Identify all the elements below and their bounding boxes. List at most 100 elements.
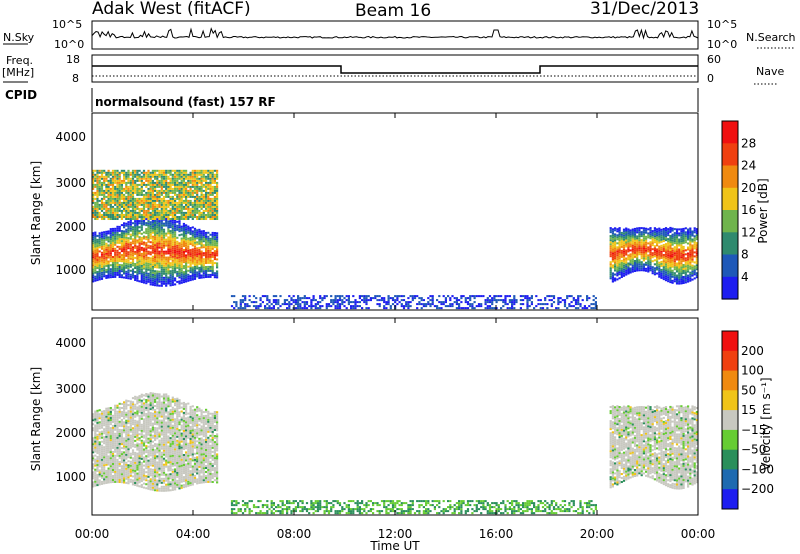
heatmap-cell — [160, 262, 163, 265]
heatmap-cell — [653, 231, 656, 234]
heatmap-cell — [114, 442, 117, 445]
heatmap-cell — [636, 237, 639, 240]
heatmap-cell — [100, 271, 104, 274]
heatmap-cell — [687, 262, 690, 265]
heatmap-cell — [165, 264, 168, 267]
heatmap-cell — [142, 271, 146, 274]
heatmap-cell — [174, 175, 177, 178]
heatmap-cell — [149, 261, 152, 264]
heatmap-cell — [341, 299, 344, 302]
heatmap-cell — [167, 205, 170, 208]
heatmap-cell — [165, 193, 168, 196]
heatmap-cell — [627, 262, 630, 265]
heatmap-cell — [193, 187, 197, 190]
heatmap-cell — [109, 451, 112, 454]
heatmap-cell — [616, 238, 619, 241]
heatmap-cell — [673, 274, 676, 277]
heatmap-cell — [660, 274, 663, 277]
heatmap-cell — [160, 171, 163, 174]
heatmap-cell — [118, 432, 121, 435]
heatmap-cell — [695, 274, 698, 277]
heatmap-cell — [185, 256, 188, 259]
heatmap-cell — [129, 218, 132, 221]
heatmap-cell — [178, 195, 181, 198]
heatmap-cell — [656, 264, 659, 267]
heatmap-cell — [118, 179, 121, 182]
heatmap-cell — [134, 228, 137, 231]
heatmap-cell — [92, 463, 95, 466]
heatmap-cell — [640, 263, 643, 266]
heatmap-cell — [92, 201, 95, 204]
heatmap-cell — [200, 207, 203, 210]
colorbar-segment — [722, 232, 738, 256]
heatmap-cell — [111, 416, 115, 419]
heatmap-cell — [660, 260, 663, 263]
heatmap-cell — [198, 179, 201, 182]
heatmap-cell — [140, 238, 143, 241]
heatmap-cell — [134, 478, 137, 481]
heatmap-cell — [98, 183, 101, 186]
heatmap-cell — [136, 468, 139, 471]
heatmap-cell — [156, 266, 159, 269]
heatmap-cell — [555, 307, 558, 310]
heatmap-cell — [259, 303, 262, 306]
heatmap-cell — [134, 474, 137, 477]
heatmap-cell — [118, 177, 121, 180]
heatmap-cell — [127, 265, 130, 268]
heatmap-cell — [664, 275, 668, 278]
heatmap-cell — [145, 193, 148, 196]
heatmap-cell — [363, 297, 366, 300]
heatmap-cell — [658, 251, 661, 254]
heatmap-cell — [687, 228, 690, 231]
heatmap-cell — [660, 270, 663, 273]
heatmap-cell — [125, 445, 128, 448]
heatmap-cell — [142, 205, 146, 208]
heatmap-cell — [145, 256, 148, 259]
heatmap-cell — [480, 305, 483, 308]
heatmap-cell — [180, 199, 183, 202]
heatmap-cell — [171, 225, 174, 228]
heatmap-cell — [660, 246, 663, 249]
heatmap-cell — [330, 299, 333, 302]
heatmap-cell — [162, 214, 166, 217]
heatmap-cell — [98, 187, 101, 190]
heatmap-cell — [160, 270, 163, 273]
heatmap-cell — [107, 171, 110, 174]
heatmap-cell — [136, 480, 139, 483]
heatmap-cell — [671, 261, 674, 264]
heatmap-cell — [189, 255, 192, 258]
heatmap-cell — [193, 249, 197, 252]
heatmap-cell — [162, 228, 166, 231]
heatmap-cell — [131, 433, 135, 436]
heatmap-cell — [136, 412, 139, 415]
heatmap-cell — [94, 444, 97, 447]
heatmap-cell — [620, 266, 623, 269]
heatmap-cell — [627, 238, 630, 241]
heatmap-cell — [294, 307, 297, 310]
heatmap-cell — [297, 297, 300, 300]
heatmap-cell — [100, 245, 104, 248]
heatmap-cell — [671, 243, 674, 246]
heatmap-cell — [123, 209, 126, 212]
heatmap-cell — [182, 191, 185, 194]
heatmap-cell — [682, 233, 685, 236]
heatmap-cell — [180, 205, 183, 208]
heatmap-cell — [94, 275, 97, 278]
heatmap-cell — [176, 171, 179, 174]
heatmap-cell — [156, 250, 159, 253]
heatmap-cell — [383, 297, 386, 300]
heatmap-cell — [103, 452, 106, 455]
heatmap-cell — [147, 280, 150, 283]
heatmap-cell — [616, 234, 619, 237]
heatmap-cell — [180, 214, 183, 217]
heatmap-cell — [312, 299, 315, 302]
heatmap-cell — [92, 485, 95, 488]
heatmap-cell — [92, 185, 95, 188]
heatmap-cell — [100, 277, 104, 280]
heatmap-cell — [147, 214, 150, 217]
heatmap-cell — [151, 235, 154, 238]
heatmap-cell — [178, 175, 181, 178]
heatmap-cell — [493, 299, 496, 302]
heatmap-cell — [123, 429, 126, 432]
heatmap-cell — [156, 228, 159, 231]
